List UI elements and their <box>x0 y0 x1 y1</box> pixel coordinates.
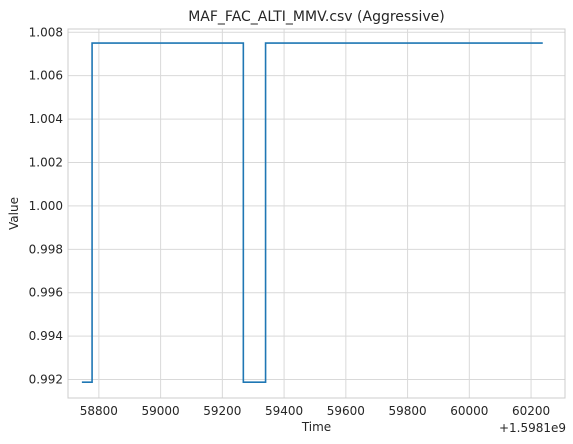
grid <box>68 29 565 398</box>
x-axis-label: Time <box>301 420 331 434</box>
y-tick-label: 1.002 <box>29 155 63 169</box>
x-axis-ticks: 58800 59000 59200 59400 59600 59800 60000 60200 <box>80 404 550 418</box>
x-tick-label: 59600 <box>327 404 365 418</box>
y-tick-label: 1.004 <box>29 112 63 126</box>
y-tick-label: 1.008 <box>29 25 63 39</box>
chart-title: MAF_FAC_ALTI_MMV.csv (Aggressive) <box>188 9 445 25</box>
y-tick-label: 0.994 <box>29 329 63 343</box>
plot-area-frame <box>67 28 566 399</box>
x-tick-label: 60000 <box>450 404 488 418</box>
y-tick-label: 0.992 <box>29 373 63 387</box>
x-tick-label: 59800 <box>388 404 426 418</box>
x-tick-label: 59200 <box>203 404 241 418</box>
series-line <box>81 42 543 383</box>
y-axis-ticks: 0.992 0.994 0.996 0.998 1.000 1.002 1.004 1.006… <box>29 25 63 386</box>
y-tick-label: 0.996 <box>29 286 63 300</box>
x-tick-label: 60200 <box>512 404 550 418</box>
y-axis-label: Value <box>7 197 21 230</box>
x-tick-label: 58800 <box>80 404 118 418</box>
y-tick-label: 1.006 <box>29 69 63 83</box>
y-tick-label: 1.000 <box>29 199 63 213</box>
y-tick-label: 0.998 <box>29 242 63 256</box>
x-axis-offset-label: +1.5981e9 <box>499 421 566 435</box>
x-tick-label: 59400 <box>265 404 303 418</box>
x-tick-label: 59000 <box>142 404 180 418</box>
